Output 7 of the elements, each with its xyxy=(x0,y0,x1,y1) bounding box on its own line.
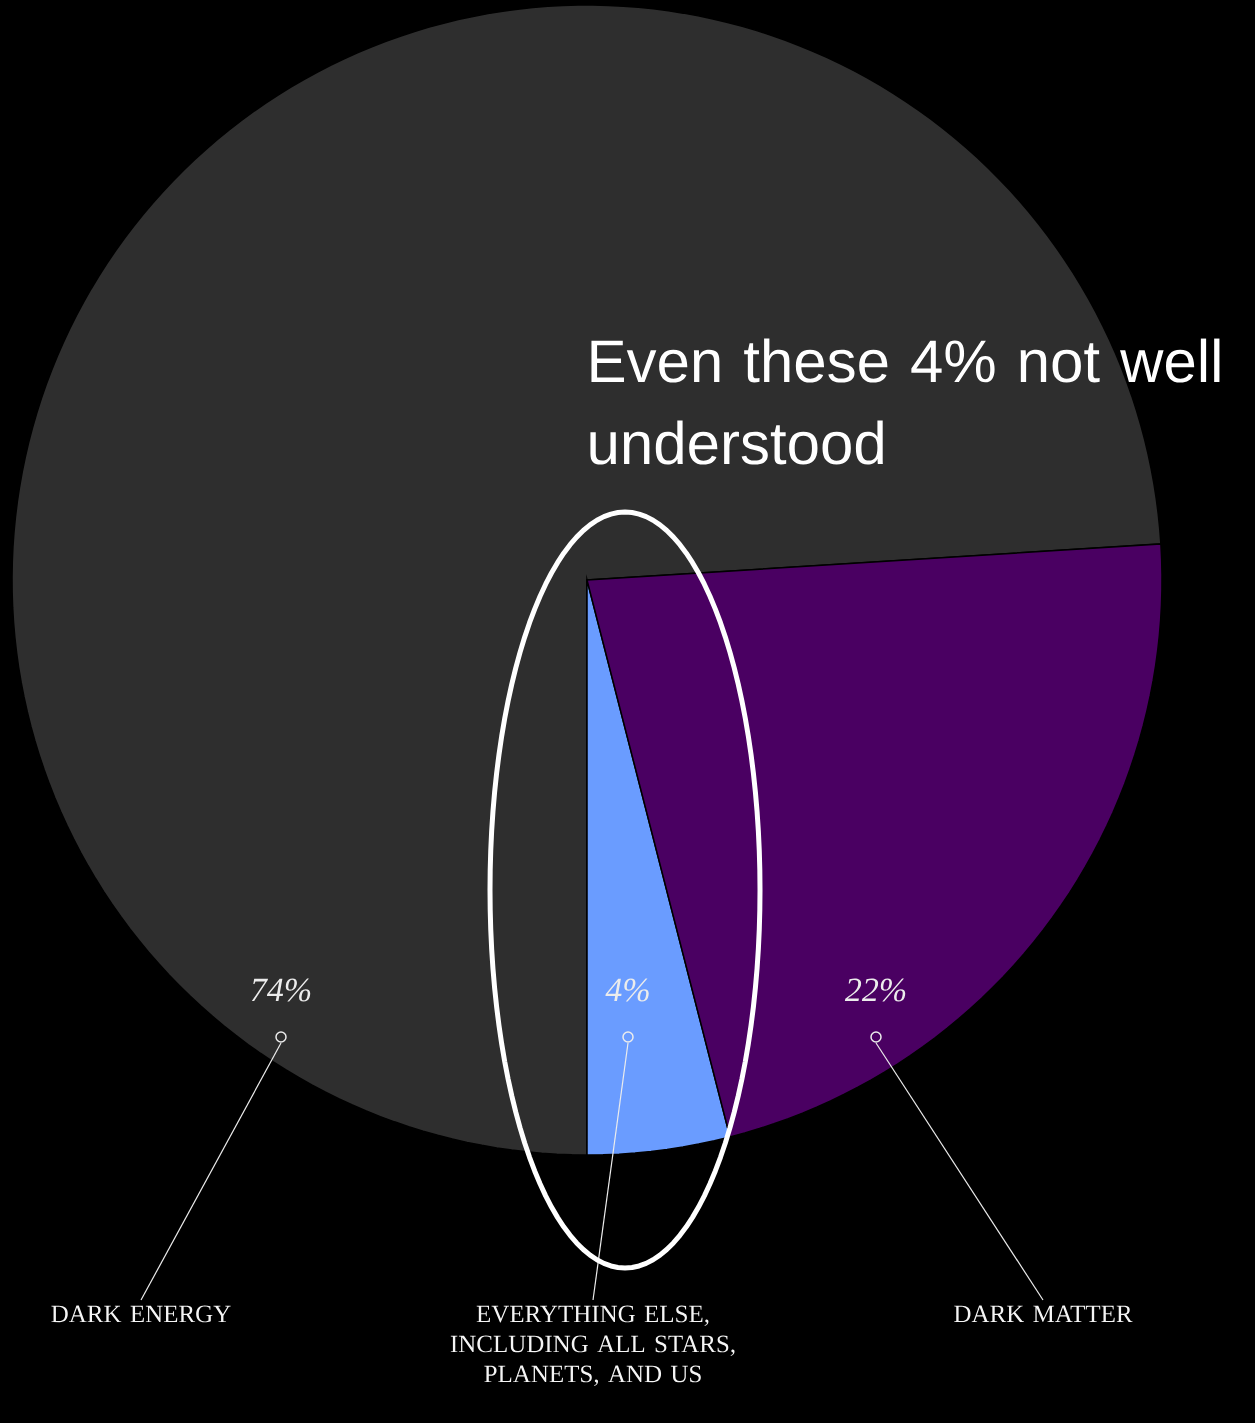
data-label: 4% xyxy=(605,978,649,1002)
slice-label: EVERYTHING ELSE, INCLUDING ALL STARS, PLANETS, AND US xyxy=(450,1305,735,1386)
slice-label: DARK ENERGY xyxy=(51,1305,231,1323)
text: Even these 4% not well understood xyxy=(590,338,1220,465)
data-label: 22% xyxy=(844,978,906,1002)
data-label: 74% xyxy=(251,978,311,1002)
slice-label: DARK MATTER xyxy=(954,1305,1133,1323)
